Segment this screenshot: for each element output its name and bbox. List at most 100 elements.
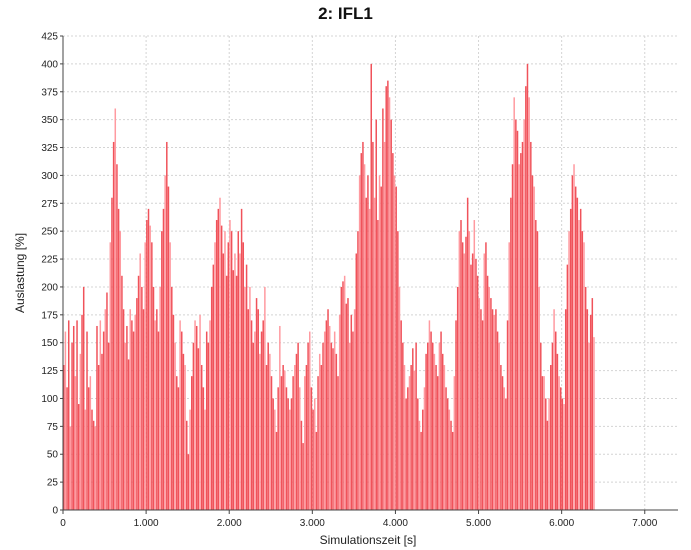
bar bbox=[171, 286, 173, 510]
bar bbox=[566, 264, 569, 510]
bar bbox=[181, 331, 183, 510]
bar bbox=[282, 365, 284, 510]
bar bbox=[274, 409, 276, 510]
bar bbox=[91, 409, 93, 510]
bar bbox=[114, 108, 117, 511]
bar bbox=[247, 309, 249, 510]
bar bbox=[71, 342, 73, 510]
bar bbox=[66, 387, 68, 510]
bar bbox=[106, 292, 108, 510]
bar bbox=[460, 220, 462, 510]
bar bbox=[440, 331, 442, 510]
bar bbox=[427, 342, 429, 510]
bar bbox=[438, 342, 441, 510]
bar bbox=[561, 398, 564, 510]
bar bbox=[370, 63, 372, 510]
bar bbox=[368, 208, 371, 510]
bar bbox=[169, 242, 171, 510]
bar bbox=[593, 337, 595, 510]
bar bbox=[412, 348, 414, 510]
bar bbox=[373, 197, 376, 510]
bar bbox=[81, 314, 83, 510]
bar bbox=[375, 119, 377, 510]
bar bbox=[269, 353, 271, 510]
bar bbox=[102, 331, 105, 510]
bar bbox=[189, 409, 191, 510]
bar bbox=[302, 443, 304, 510]
bar bbox=[257, 309, 259, 510]
bar bbox=[202, 387, 205, 510]
bar bbox=[355, 253, 358, 510]
bar bbox=[285, 387, 288, 510]
bar bbox=[330, 342, 333, 510]
y-tick-label: 400 bbox=[41, 59, 58, 70]
bar bbox=[290, 398, 293, 510]
bar bbox=[541, 376, 544, 510]
bar bbox=[432, 342, 434, 510]
bar bbox=[365, 197, 368, 510]
bar bbox=[200, 365, 203, 510]
bar bbox=[548, 398, 550, 510]
bar bbox=[297, 342, 299, 510]
bar bbox=[255, 298, 258, 510]
bar bbox=[312, 409, 314, 510]
bar bbox=[215, 220, 218, 510]
bar bbox=[212, 264, 215, 510]
bar bbox=[535, 220, 537, 510]
bar bbox=[111, 197, 113, 510]
bar bbox=[224, 231, 226, 511]
bar bbox=[190, 376, 193, 510]
bar bbox=[142, 309, 145, 510]
bar bbox=[184, 365, 186, 510]
bar bbox=[195, 325, 198, 510]
bar bbox=[498, 342, 500, 510]
bar bbox=[227, 242, 230, 510]
bar bbox=[441, 353, 444, 510]
bar bbox=[402, 342, 404, 510]
bar bbox=[350, 314, 353, 510]
bar bbox=[239, 253, 241, 510]
bar bbox=[501, 376, 504, 510]
bar bbox=[119, 231, 122, 511]
bar bbox=[461, 242, 464, 510]
bar bbox=[167, 186, 170, 511]
bar bbox=[197, 348, 200, 510]
bar bbox=[496, 331, 499, 510]
bar bbox=[194, 320, 196, 510]
bar bbox=[127, 359, 130, 510]
bar bbox=[520, 153, 522, 510]
bar bbox=[289, 409, 291, 510]
bar bbox=[154, 320, 156, 510]
bar bbox=[76, 320, 78, 510]
bar bbox=[579, 208, 582, 510]
bar bbox=[353, 309, 356, 510]
bar bbox=[186, 420, 188, 510]
bar bbox=[332, 348, 334, 510]
bar bbox=[523, 119, 525, 510]
bar bbox=[476, 275, 479, 510]
bar bbox=[576, 197, 579, 510]
bar bbox=[129, 309, 131, 510]
bar bbox=[453, 376, 456, 510]
bar bbox=[117, 208, 120, 510]
y-tick-label: 250 bbox=[41, 227, 58, 238]
bar bbox=[262, 320, 264, 510]
bar bbox=[299, 387, 301, 510]
bar bbox=[550, 365, 552, 510]
bar bbox=[372, 141, 374, 510]
y-axis-label: Auslastung [%] bbox=[13, 233, 27, 313]
bar bbox=[471, 253, 474, 510]
bar bbox=[87, 387, 90, 510]
bar bbox=[521, 141, 524, 510]
bar bbox=[516, 130, 519, 511]
bar bbox=[571, 175, 574, 511]
bar bbox=[337, 376, 339, 510]
bar bbox=[433, 353, 436, 510]
bar bbox=[176, 376, 178, 510]
y-tick-label: 200 bbox=[41, 282, 58, 293]
bar bbox=[398, 286, 401, 510]
bar bbox=[177, 387, 180, 510]
bar bbox=[79, 353, 82, 510]
bar bbox=[382, 108, 384, 511]
